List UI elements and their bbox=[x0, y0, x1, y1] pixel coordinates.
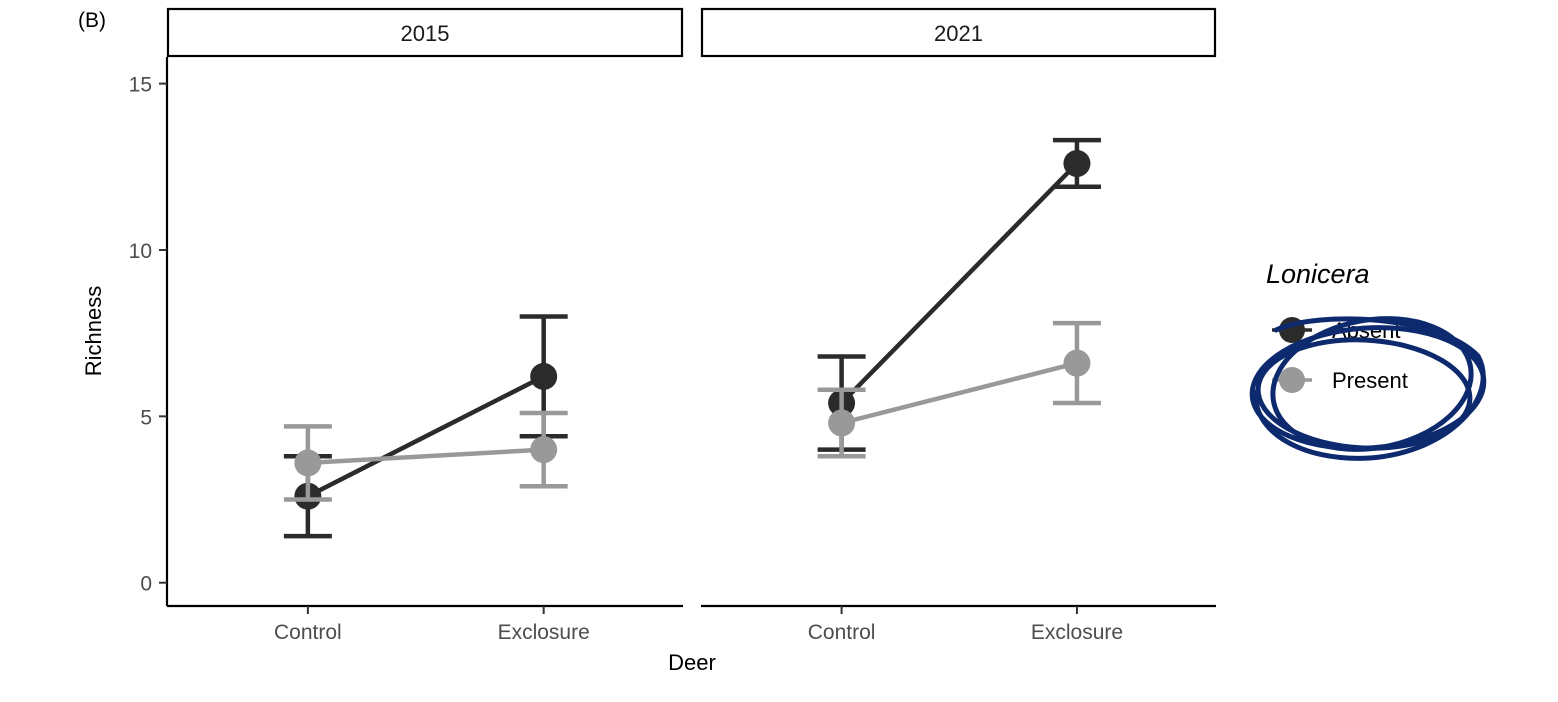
series-line bbox=[306, 374, 545, 499]
data-point bbox=[1063, 349, 1091, 377]
facet-strip-label: 2021 bbox=[934, 21, 983, 46]
y-ticks: 0 5 10 15 bbox=[129, 74, 167, 596]
series-line bbox=[307, 447, 544, 466]
facet-strip bbox=[700, 7, 1217, 58]
facet-strip-label: 2015 bbox=[401, 21, 450, 46]
panel-tag: (B) bbox=[78, 9, 106, 32]
chart-panels: 2015 Control Exclosure 2021 Control Exclosure bbox=[166, 7, 1217, 644]
legend-present-label: Present bbox=[1332, 368, 1408, 393]
data-point bbox=[294, 449, 322, 477]
legend-present-point bbox=[1279, 367, 1305, 393]
data-point bbox=[1063, 149, 1091, 177]
x-axis-title: Deer bbox=[668, 650, 716, 675]
data-point bbox=[530, 362, 558, 390]
x-tick-label: Control bbox=[808, 621, 876, 644]
y-tick-label: 5 bbox=[140, 406, 152, 429]
series-line bbox=[841, 360, 1078, 426]
facet-2015: 2015 Control Exclosure bbox=[166, 7, 684, 644]
x-tick-label: Exclosure bbox=[498, 621, 590, 644]
x-tick-label: Control bbox=[274, 621, 342, 644]
y-axis: 0 5 10 15 bbox=[129, 57, 169, 606]
facet-strip bbox=[166, 7, 684, 58]
data-point bbox=[828, 409, 856, 437]
y-tick-label: 0 bbox=[140, 573, 152, 596]
series-present bbox=[817, 320, 1101, 459]
series-present bbox=[283, 410, 568, 502]
legend-key-present: Present bbox=[1272, 367, 1408, 393]
y-tick-label: 10 bbox=[129, 240, 152, 263]
annotation-stroke-4 bbox=[1253, 316, 1486, 461]
y-tick-label: 15 bbox=[129, 74, 152, 97]
facet-2021: 2021 Control Exclosure bbox=[700, 7, 1217, 644]
hand-drawn-circle-annotation bbox=[1249, 316, 1487, 461]
series-line bbox=[839, 161, 1079, 405]
legend-title: Lonicera bbox=[1266, 259, 1370, 289]
y-axis-title: Richness bbox=[81, 286, 106, 376]
x-tick-label: Exclosure bbox=[1031, 621, 1123, 644]
data-point bbox=[530, 436, 558, 464]
